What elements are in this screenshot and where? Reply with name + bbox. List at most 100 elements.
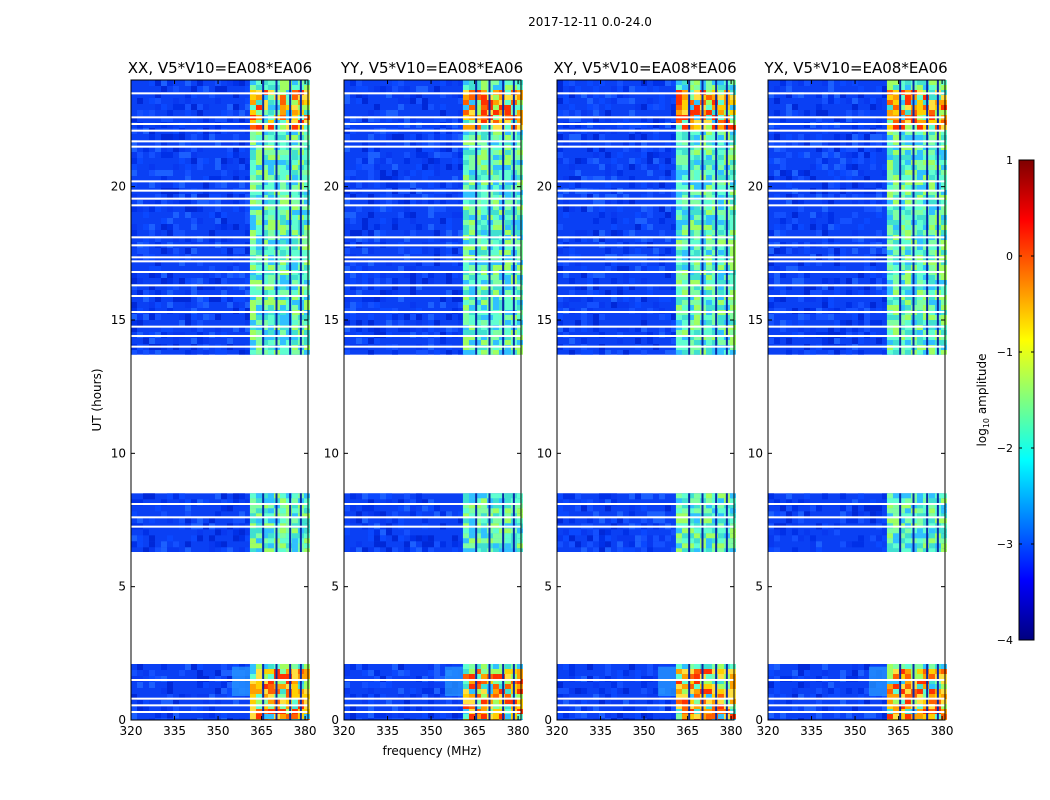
band-cell bbox=[468, 513, 475, 519]
band-cell bbox=[291, 185, 298, 190]
noise-cell bbox=[617, 200, 623, 206]
noise-cell bbox=[768, 92, 774, 98]
noise-cell bbox=[131, 182, 137, 188]
noise-cell bbox=[611, 718, 617, 720]
band-cell bbox=[492, 140, 499, 145]
noise-cell bbox=[852, 706, 858, 712]
figure-suptitle: 2017-12-11 0.0-24.0 bbox=[528, 15, 652, 29]
band-cell bbox=[504, 518, 511, 524]
band-cell bbox=[711, 664, 718, 669]
noise-cell bbox=[374, 164, 380, 170]
band-cell bbox=[687, 245, 694, 250]
noise-cell bbox=[617, 511, 623, 518]
noise-cell bbox=[368, 688, 374, 694]
band-cell bbox=[285, 105, 292, 110]
band-cell bbox=[886, 528, 893, 534]
band-cell bbox=[681, 125, 688, 130]
band-cell bbox=[729, 335, 736, 340]
noise-cell bbox=[581, 206, 587, 212]
noise-cell bbox=[834, 134, 840, 140]
noise-cell bbox=[386, 182, 392, 188]
band-cell bbox=[303, 105, 310, 110]
noise-cell bbox=[356, 511, 362, 518]
band-cell bbox=[285, 290, 292, 295]
noise-cell bbox=[179, 182, 185, 188]
noise-cell bbox=[641, 547, 647, 552]
noise-cell bbox=[215, 218, 221, 224]
noise-cell bbox=[647, 236, 653, 242]
noise-cell bbox=[617, 164, 623, 170]
gap-line bbox=[131, 345, 308, 348]
band-cell bbox=[940, 548, 947, 552]
noise-cell bbox=[587, 499, 593, 506]
noise-cell bbox=[581, 284, 587, 290]
noise-cell bbox=[344, 706, 350, 712]
band-cell bbox=[717, 245, 724, 250]
band-cell bbox=[480, 220, 487, 225]
band-cell bbox=[249, 503, 256, 509]
band-cell bbox=[291, 205, 298, 210]
band-cell bbox=[279, 150, 286, 155]
band-cell bbox=[303, 538, 310, 544]
band-cell bbox=[285, 513, 292, 519]
band-cell bbox=[279, 135, 286, 140]
band-cell bbox=[687, 305, 694, 310]
band-cell bbox=[886, 694, 893, 699]
noise-cell bbox=[605, 116, 611, 122]
band-cell bbox=[480, 493, 487, 499]
band-cell bbox=[279, 543, 286, 549]
band-cell bbox=[717, 528, 724, 534]
noise-cell bbox=[629, 98, 635, 104]
noise-cell bbox=[617, 541, 623, 548]
band-cell bbox=[892, 513, 899, 519]
noise-cell bbox=[647, 224, 653, 230]
noise-cell bbox=[428, 182, 434, 188]
band-cell bbox=[498, 215, 505, 220]
band-cell bbox=[285, 664, 292, 669]
noise-cell bbox=[434, 116, 440, 122]
noise-cell bbox=[593, 320, 599, 326]
noise-cell bbox=[350, 194, 356, 200]
band-cell bbox=[916, 679, 923, 684]
noise-cell bbox=[362, 700, 368, 706]
noise-cell bbox=[434, 505, 440, 512]
noise-cell bbox=[179, 314, 185, 320]
band-cell bbox=[267, 105, 274, 110]
noise-cell bbox=[774, 529, 780, 536]
y-tick-label: 20 bbox=[111, 180, 126, 194]
noise-cell bbox=[816, 547, 822, 552]
band-cell bbox=[267, 335, 274, 340]
noise-cell bbox=[356, 230, 362, 236]
band-cell bbox=[687, 503, 694, 509]
noise-cell bbox=[392, 218, 398, 224]
noise-cell bbox=[605, 664, 611, 670]
band-cell bbox=[675, 684, 682, 689]
noise-cell bbox=[593, 706, 599, 712]
noise-cell bbox=[587, 505, 593, 512]
band-cell bbox=[285, 518, 292, 524]
gap-line bbox=[344, 123, 521, 125]
band-cell bbox=[681, 220, 688, 225]
band-cell bbox=[462, 210, 469, 215]
band-cell bbox=[675, 105, 682, 110]
noise-cell bbox=[798, 92, 804, 98]
noise-cell bbox=[392, 134, 398, 140]
band-cell bbox=[498, 160, 505, 165]
noise-cell bbox=[780, 712, 786, 718]
band-cell bbox=[492, 335, 499, 340]
noise-cell bbox=[227, 140, 233, 146]
noise-cell bbox=[428, 499, 434, 506]
band-cell bbox=[249, 684, 256, 689]
band-cell bbox=[693, 533, 700, 539]
noise-cell bbox=[149, 541, 155, 548]
noise-cell bbox=[659, 706, 665, 712]
noise-cell bbox=[185, 170, 191, 176]
band-cell bbox=[279, 205, 286, 210]
band-cell bbox=[480, 85, 487, 90]
band-cell bbox=[303, 664, 310, 669]
noise-cell bbox=[659, 206, 665, 212]
band-cell bbox=[468, 684, 475, 689]
noise-cell bbox=[647, 104, 653, 110]
noise-cell bbox=[239, 350, 245, 355]
band-cell bbox=[729, 340, 736, 345]
